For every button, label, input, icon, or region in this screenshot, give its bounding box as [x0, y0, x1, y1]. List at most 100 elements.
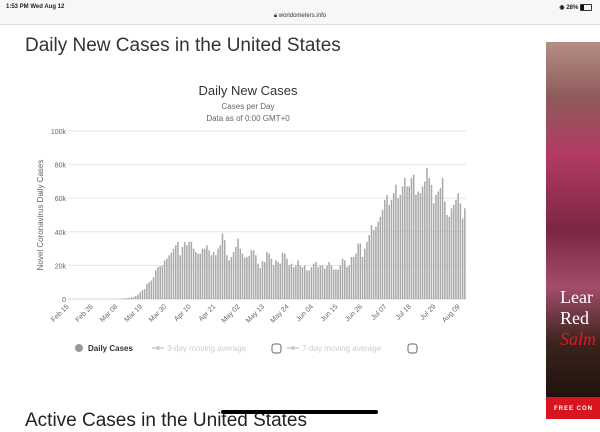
y-tick-label: 100k — [51, 129, 67, 136]
bar — [397, 198, 399, 299]
x-tick-label: Jun 04 — [295, 303, 315, 323]
bar — [291, 264, 293, 299]
bar — [413, 175, 415, 299]
bar — [373, 230, 375, 299]
x-tick-label: Jul 18 — [395, 303, 413, 321]
bar — [255, 255, 257, 299]
bar — [182, 247, 184, 299]
bar — [328, 262, 330, 299]
bar — [366, 242, 368, 299]
bar — [300, 265, 302, 299]
bar — [444, 202, 446, 299]
bar — [208, 250, 210, 299]
bar — [280, 264, 282, 299]
bar — [199, 254, 201, 299]
bar — [233, 252, 235, 299]
bar — [429, 178, 431, 299]
legend-daily-cases[interactable]: Daily Cases — [75, 344, 133, 353]
bar — [268, 254, 270, 299]
x-tick-label: Jun 15 — [320, 303, 340, 323]
ad-cta[interactable]: FREE CON — [546, 397, 600, 419]
bar — [217, 249, 219, 299]
bar — [382, 210, 384, 299]
legend-7-day-average[interactable]: 7-day moving average — [287, 344, 382, 353]
bar — [435, 195, 437, 299]
bar — [266, 252, 268, 299]
bar — [437, 191, 439, 299]
bar — [148, 282, 150, 299]
x-tick-label: Jun 26 — [344, 303, 364, 323]
bar — [231, 257, 233, 299]
bar — [322, 265, 324, 299]
bar — [364, 249, 366, 299]
bar — [168, 255, 170, 299]
y-tick-label: 20k — [55, 263, 67, 270]
bar — [402, 186, 404, 299]
bar — [257, 264, 259, 299]
bar — [375, 227, 377, 299]
x-tick-label: Mar 30 — [148, 303, 168, 323]
bar — [408, 186, 410, 299]
bar — [213, 252, 215, 299]
y-tick-label: 0 — [62, 297, 66, 304]
bar — [188, 242, 190, 299]
svg-text:Daily Cases: Daily Cases — [88, 344, 133, 353]
bar — [193, 249, 195, 299]
y-tick-label: 40k — [55, 230, 67, 237]
bar — [424, 181, 426, 299]
bar — [426, 168, 428, 299]
bar — [248, 256, 250, 299]
bar — [271, 259, 273, 299]
svg-text:3-day moving average: 3-day moving average — [167, 344, 247, 353]
bar — [251, 250, 253, 299]
chart-subtitle-date: Data as of 0:00 GMT+0 — [206, 114, 290, 123]
wifi-icon: ◉ — [559, 5, 564, 11]
chart-legend: Daily Cases 3-day moving average 7-day m… — [75, 344, 417, 353]
bar — [335, 270, 337, 299]
bar — [380, 217, 382, 299]
bar — [151, 281, 153, 299]
bar — [284, 254, 286, 299]
bar — [442, 178, 444, 299]
bar — [142, 290, 144, 299]
bar — [333, 270, 335, 299]
x-tick-label: Feb 15 — [50, 303, 70, 323]
home-indicator[interactable] — [221, 410, 378, 414]
bar — [235, 247, 237, 299]
7-day-average-checkbox[interactable] — [408, 344, 417, 353]
bar — [422, 186, 424, 299]
bar — [391, 200, 393, 299]
bar — [179, 255, 181, 299]
bar — [326, 265, 328, 299]
bar — [219, 245, 221, 299]
bar — [451, 208, 453, 299]
bar — [191, 242, 193, 299]
bar — [344, 260, 346, 299]
bar — [360, 244, 362, 299]
bar — [308, 270, 310, 299]
bar — [162, 265, 164, 299]
bar — [460, 203, 462, 299]
bar — [124, 298, 126, 299]
bar — [228, 260, 230, 299]
bar — [253, 250, 255, 299]
bar — [204, 249, 206, 299]
bar — [404, 178, 406, 299]
3-day-average-checkbox[interactable] — [272, 344, 281, 353]
bar — [368, 235, 370, 299]
bar — [453, 205, 455, 299]
bar — [155, 270, 157, 299]
bar — [226, 255, 228, 299]
bar — [240, 249, 242, 299]
bar — [386, 195, 388, 299]
bar — [206, 245, 208, 299]
bar — [244, 258, 246, 299]
bar — [446, 215, 448, 299]
x-tick-label: Apr 10 — [173, 303, 193, 323]
bar — [133, 297, 135, 299]
legend-3-day-average[interactable]: 3-day moving average — [152, 344, 247, 353]
bar — [411, 178, 413, 299]
bar — [431, 185, 433, 299]
chart-subtitle: Cases per Day — [222, 102, 275, 111]
